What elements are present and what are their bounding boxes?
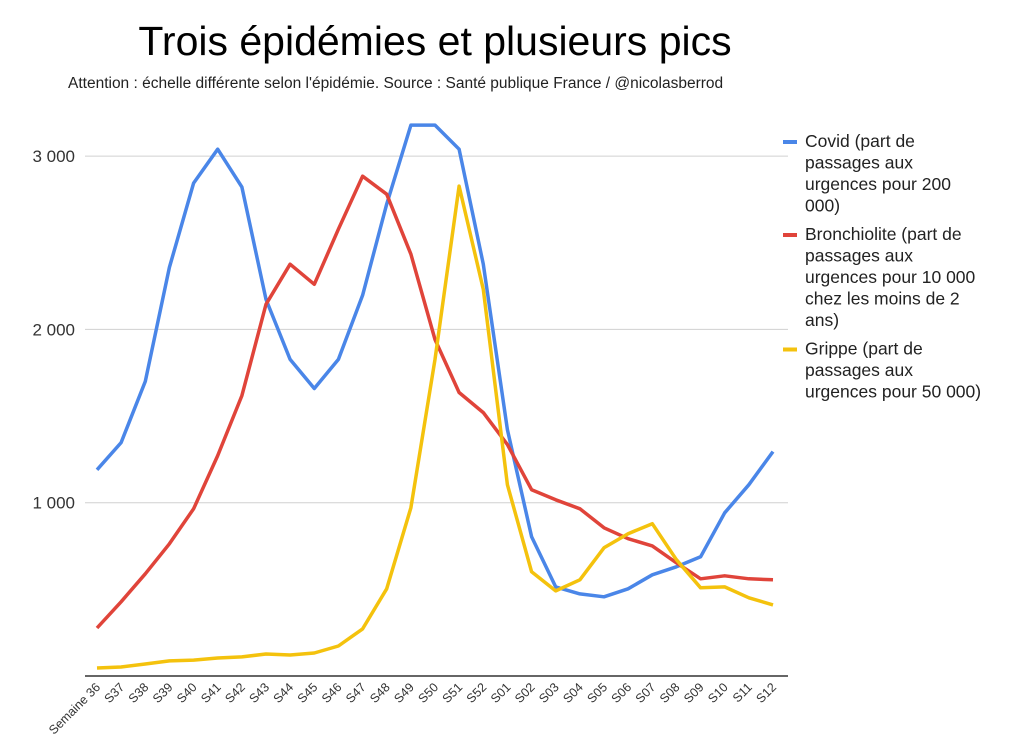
x-tick-label: S37 [102,680,128,706]
x-tick-label: S11 [730,680,755,705]
x-tick-label: S10 [705,680,731,706]
legend-label: Covid (part de [805,131,915,151]
series-line-grippe [96,184,774,670]
x-tick-label: S46 [319,680,345,706]
x-tick-label: S03 [536,680,562,706]
x-tick-label: S02 [512,680,538,706]
x-tick-label: S45 [295,680,321,706]
x-tick-label: S06 [609,680,635,706]
x-tick-label: S09 [681,680,707,706]
y-tick-label: 3 000 [32,147,75,166]
x-tick-label: S40 [174,680,200,706]
series-line-covid [95,123,775,599]
x-tick-label: S48 [367,680,393,706]
x-tick-label: S41 [198,680,224,706]
legend-label: Grippe (part de [805,339,923,359]
series-line-bronchiolite [95,174,774,630]
chart-subtitle: Attention : échelle différente selon l'é… [68,75,723,92]
x-tick-label: S49 [391,680,417,706]
legend-label: 000) [805,196,840,216]
x-tick-label: S42 [222,680,248,706]
x-tick-label: S51 [440,680,466,706]
x-tick-label: S39 [150,680,176,706]
x-tick-label: Semaine 36 [46,680,103,737]
x-tick-label: S52 [464,680,490,706]
y-tick-label: 1 000 [32,494,75,513]
x-tick-label: S38 [126,680,152,706]
x-tick-label: S01 [488,680,514,706]
chart-title: Trois épidémies et plusieurs pics [138,18,731,64]
legend-label: urgences pour 50 000) [805,382,981,402]
x-tick-label: S12 [753,680,779,706]
x-tick-label: S44 [271,680,297,706]
legend-label: Bronchiolite (part de [805,224,962,244]
legend-label: passages aux [805,246,913,266]
x-tick-label: S05 [584,680,610,706]
legend-label: urgences pour 10 000 [805,267,976,287]
legend-label: chez les moins de 2 [805,289,960,309]
legend-label: urgences pour 200 [805,174,951,194]
x-tick-label: S47 [343,680,369,706]
legend-label: passages aux [805,153,913,173]
x-tick-label: S50 [415,680,441,706]
x-tick-label: S04 [560,680,586,706]
legend-label: ans) [805,310,839,330]
legend-label: passages aux [805,360,913,380]
x-tick-label: S43 [246,680,272,706]
x-tick-label: S07 [633,680,659,706]
x-tick-label: S08 [657,680,683,706]
y-tick-label: 2 000 [32,320,75,339]
